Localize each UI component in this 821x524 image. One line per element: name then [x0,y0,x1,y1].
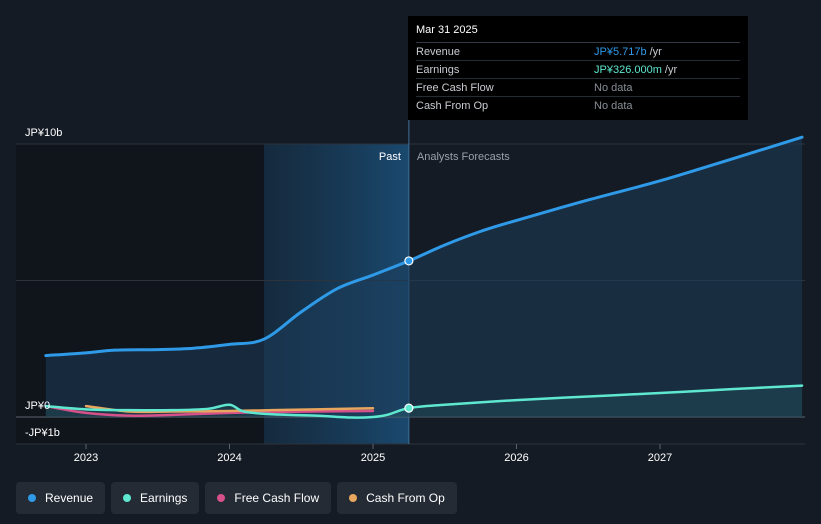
x-tick-label: 2026 [504,452,528,464]
y-tick-label: JP¥0 [25,400,50,412]
tooltip-label: Cash From Op [416,99,489,112]
legend-item-earnings[interactable]: Earnings [111,482,200,514]
tooltip-date: Mar 31 2025 [416,24,740,43]
x-tick-label: 2023 [74,452,98,464]
legend-label: Earnings [140,491,188,505]
series-line-revenue [44,135,804,358]
legend-dot-icon [217,494,226,502]
tooltip-label: Revenue [416,45,461,58]
tooltip-value: JP¥5.717b [594,45,647,58]
chart-legend: Revenue Earnings Free Cash Flow Cash Fro… [16,482,457,516]
tooltip-row-cash-from-op: Cash From Op No data [416,97,740,114]
marker-point-earnings [404,403,414,413]
legend-item-free-cash-flow[interactable]: Free Cash Flow [205,482,332,514]
revenue-area [45,137,803,418]
y-tick-label: JP¥10b [25,127,62,139]
x-tick-label: 2027 [648,452,672,464]
data-tooltip: Mar 31 2025 Revenue JP¥5.717b /yr Earnin… [408,16,748,120]
marker-point-revenue [404,256,414,266]
x-tick-label: 2024 [217,452,241,464]
series-line-cfo [84,404,375,414]
legend-item-revenue[interactable]: Revenue [16,482,106,514]
series-line-earnings [44,384,804,419]
y-tick-label: -JP¥1b [25,427,60,439]
tooltip-value: No data [594,99,633,112]
legend-label: Revenue [45,491,94,505]
tooltip-label: Earnings [416,63,460,76]
tooltip-unit: /yr [664,63,678,76]
tooltip-row-earnings: Earnings JP¥326.000m /yr [416,61,740,79]
revenue-earnings-chart: JP¥10b JP¥0 -JP¥1b 2023 2024 2025 2026 2027 Past… [16,16,805,464]
legend-dot-icon [123,494,132,502]
legend-label: Cash From Op [366,491,445,505]
tooltip-row-revenue: Revenue JP¥5.717b /yr [416,43,740,61]
tooltip-value: No data [594,81,633,94]
tooltip-value: JP¥326.000m [594,63,662,76]
tooltip-row-free-cash-flow: Free Cash Flow No data [416,79,740,97]
forecast-label: Analysts Forecasts [417,151,510,163]
earnings-area [45,385,803,418]
tooltip-unit: /yr [649,45,662,58]
legend-dot-icon [28,494,36,502]
past-label: Past [379,151,401,163]
x-tick-label: 2025 [361,452,385,464]
series-line-fcf [44,404,375,417]
tooltip-label: Free Cash Flow [416,81,494,94]
legend-item-cash-from-op[interactable]: Cash From Op [337,482,457,514]
legend-dot-icon [349,494,358,502]
legend-label: Free Cash Flow [234,491,320,505]
